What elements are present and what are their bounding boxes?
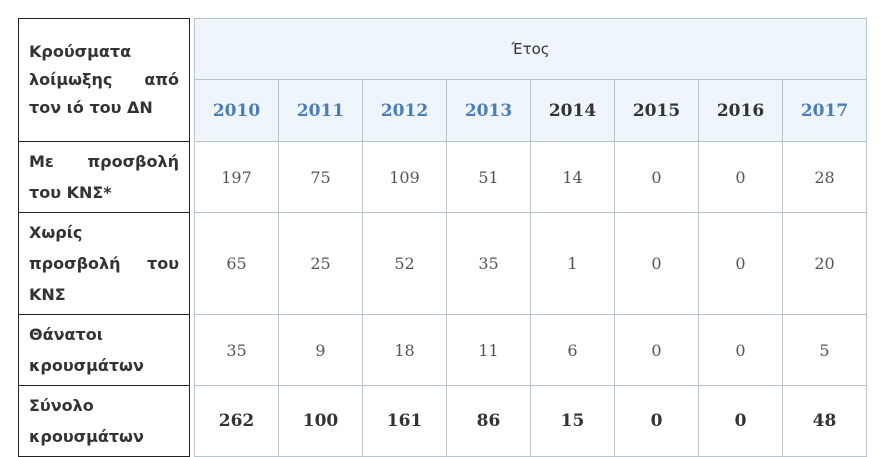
value-cell: 0 bbox=[615, 386, 699, 457]
value-cell: 48 bbox=[783, 386, 867, 457]
table: Κρούσματα λοίμωξης από τον ιό του ΔΝ Έτο… bbox=[18, 18, 867, 457]
value-cell: 6 bbox=[531, 315, 615, 386]
data-row: Σύνολο κρουσμάτων 262 100 161 86 15 0 0 48 bbox=[18, 386, 867, 457]
value-cell: 0 bbox=[699, 315, 783, 386]
value-cell: 75 bbox=[279, 142, 363, 213]
value-cell: 35 bbox=[447, 213, 531, 315]
value-cell: 0 bbox=[699, 386, 783, 457]
year-header: 2011 bbox=[279, 80, 363, 142]
value-cell: 14 bbox=[531, 142, 615, 213]
row-label: Χωρίς προσβολή του ΚΝΣ bbox=[18, 213, 190, 315]
value-cell: 25 bbox=[279, 213, 363, 315]
data-row: Με προσβολή του ΚΝΣ* 197 75 109 51 14 0 0 28 bbox=[18, 142, 867, 213]
value-cell: 262 bbox=[194, 386, 279, 457]
year-header: 2013 bbox=[447, 80, 531, 142]
year-header: 2016 bbox=[699, 80, 783, 142]
year-header: 2012 bbox=[363, 80, 447, 142]
value-cell: 0 bbox=[699, 213, 783, 315]
value-cell: 11 bbox=[447, 315, 531, 386]
year-header: 2015 bbox=[615, 80, 699, 142]
value-cell: 197 bbox=[194, 142, 279, 213]
data-row: Χωρίς προσβολή του ΚΝΣ 65 25 52 35 1 0 0 20 bbox=[18, 213, 867, 315]
year-header: 2010 bbox=[194, 80, 279, 142]
year-header: 2014 bbox=[531, 80, 615, 142]
year-header: 2017 bbox=[783, 80, 867, 142]
value-cell: 5 bbox=[783, 315, 867, 386]
years-row: 2010 2011 2012 2013 2014 2015 2016 2017 bbox=[18, 80, 867, 142]
row-label: Σύνολο κρουσμάτων bbox=[18, 386, 190, 457]
data-row: Θάνατοι κρουσμάτων 35 9 18 11 6 0 0 5 bbox=[18, 315, 867, 386]
value-cell: 86 bbox=[447, 386, 531, 457]
value-cell: 20 bbox=[783, 213, 867, 315]
value-cell: 0 bbox=[615, 315, 699, 386]
value-cell: 51 bbox=[447, 142, 531, 213]
value-cell: 28 bbox=[783, 142, 867, 213]
value-cell: 0 bbox=[615, 213, 699, 315]
value-cell: 15 bbox=[531, 386, 615, 457]
value-cell: 100 bbox=[279, 386, 363, 457]
header-row: Κρούσματα λοίμωξης από τον ιό του ΔΝ Έτο… bbox=[18, 18, 867, 142]
value-cell: 65 bbox=[194, 213, 279, 315]
value-cell: 1 bbox=[531, 213, 615, 315]
value-cell: 0 bbox=[615, 142, 699, 213]
value-cell: 0 bbox=[699, 142, 783, 213]
value-cell: 52 bbox=[363, 213, 447, 315]
row-label: Θάνατοι κρουσμάτων bbox=[18, 315, 190, 386]
group-header: Έτος bbox=[194, 18, 867, 80]
corner-cell: Κρούσματα λοίμωξης από τον ιό του ΔΝ bbox=[18, 18, 190, 142]
value-cell: 35 bbox=[194, 315, 279, 386]
value-cell: 161 bbox=[363, 386, 447, 457]
row-label: Με προσβολή του ΚΝΣ* bbox=[18, 142, 190, 213]
value-cell: 18 bbox=[363, 315, 447, 386]
value-cell: 109 bbox=[363, 142, 447, 213]
value-cell: 9 bbox=[279, 315, 363, 386]
